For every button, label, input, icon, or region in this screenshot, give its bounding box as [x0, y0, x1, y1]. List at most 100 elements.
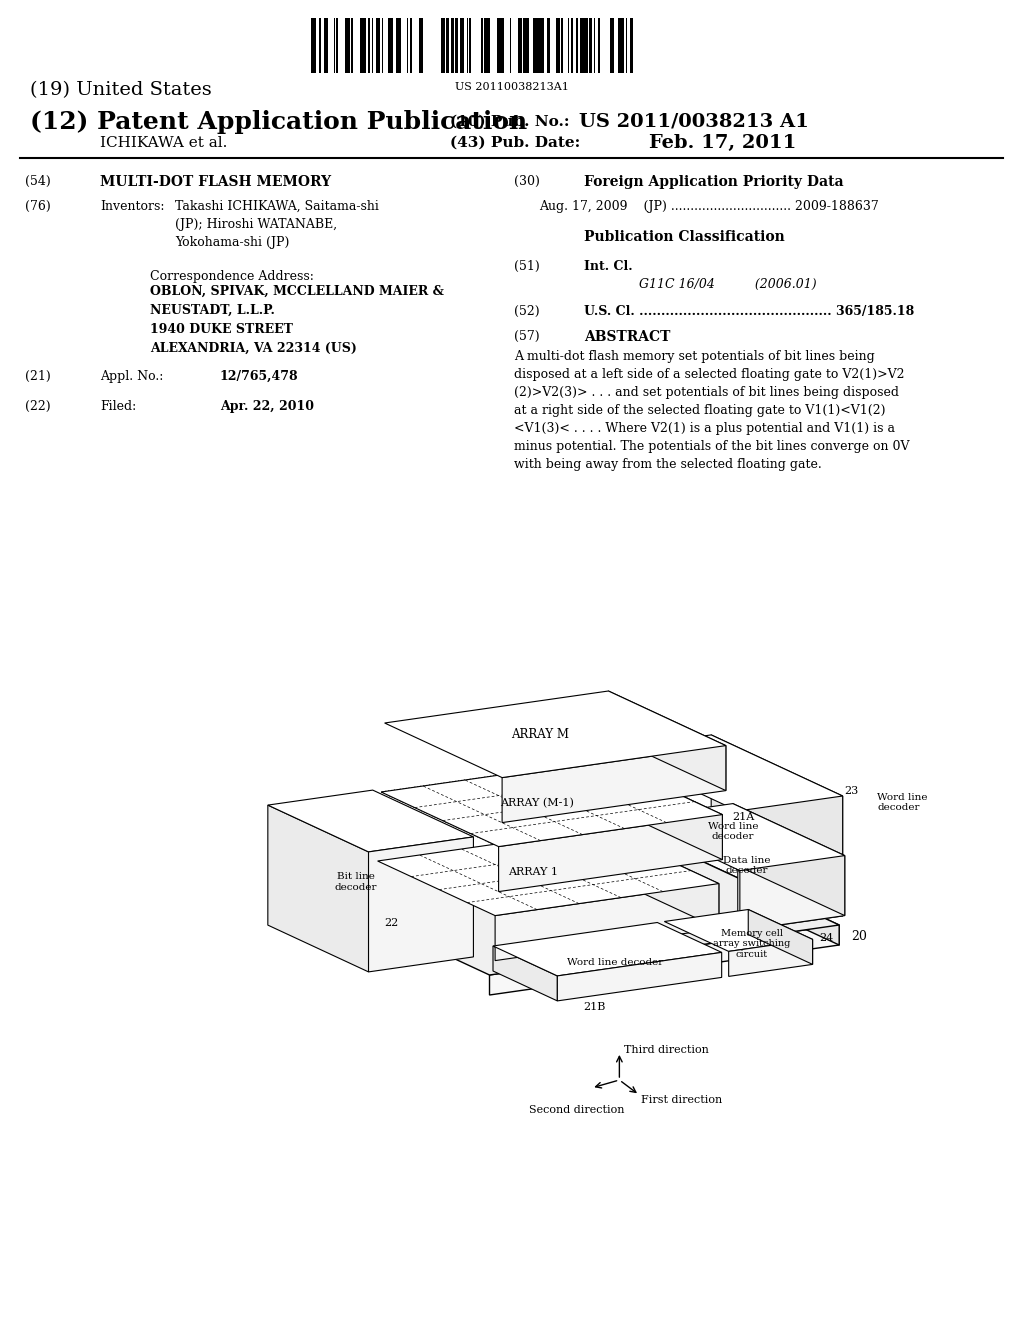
- Bar: [582, 18, 584, 73]
- Text: 24: 24: [819, 933, 834, 944]
- Bar: [557, 18, 560, 73]
- Text: (43) Pub. Date:: (43) Pub. Date:: [450, 136, 580, 150]
- Bar: [398, 18, 400, 73]
- Bar: [631, 18, 634, 73]
- Text: ARRAY 1: ARRAY 1: [508, 867, 558, 878]
- Text: Aug. 17, 2009    (JP) ............................... 2009-188637: Aug. 17, 2009 (JP) .....................…: [540, 201, 880, 213]
- Polygon shape: [729, 940, 813, 977]
- Bar: [390, 18, 392, 73]
- Polygon shape: [606, 735, 843, 810]
- Text: ABSTRACT: ABSTRACT: [585, 330, 671, 345]
- Text: ARRAY M: ARRAY M: [511, 727, 569, 741]
- Polygon shape: [733, 804, 845, 916]
- Polygon shape: [493, 946, 557, 1001]
- Polygon shape: [605, 760, 722, 859]
- Bar: [395, 18, 398, 73]
- Text: First direction: First direction: [641, 1096, 723, 1105]
- Text: Filed:: Filed:: [100, 400, 136, 413]
- Bar: [376, 18, 379, 73]
- Polygon shape: [489, 925, 839, 995]
- Text: Data line
decoder: Data line decoder: [723, 855, 771, 875]
- Bar: [420, 18, 423, 73]
- Text: (52): (52): [514, 305, 540, 318]
- Bar: [486, 18, 489, 73]
- Text: (10) Pub. No.:: (10) Pub. No.:: [450, 115, 569, 129]
- Text: 12/765,478: 12/765,478: [220, 370, 298, 383]
- Bar: [480, 18, 482, 73]
- Bar: [350, 18, 352, 73]
- Text: (51): (51): [514, 260, 541, 273]
- Bar: [313, 18, 315, 73]
- Text: Third direction: Third direction: [625, 1045, 710, 1055]
- Polygon shape: [665, 909, 813, 952]
- Bar: [584, 18, 586, 73]
- Polygon shape: [601, 829, 719, 928]
- Text: (57): (57): [514, 330, 540, 343]
- Text: Word line
decoder: Word line decoder: [708, 822, 758, 841]
- Bar: [622, 18, 625, 73]
- Text: (19) United States: (19) United States: [30, 81, 212, 99]
- Text: Takashi ICHIKAWA, Saitama-shi
(JP); Hiroshi WATANABE,
Yokohama-shi (JP): Takashi ICHIKAWA, Saitama-shi (JP); Hiro…: [175, 201, 379, 249]
- Text: (30): (30): [514, 176, 541, 187]
- Text: 21A: 21A: [732, 812, 755, 821]
- Bar: [519, 18, 521, 73]
- Bar: [535, 18, 538, 73]
- Polygon shape: [749, 909, 813, 965]
- Polygon shape: [628, 804, 845, 871]
- Text: Appl. No.:: Appl. No.:: [100, 370, 163, 383]
- Polygon shape: [385, 690, 726, 777]
- Polygon shape: [369, 837, 473, 972]
- Text: US 20110038213A1: US 20110038213A1: [455, 82, 568, 92]
- Bar: [610, 18, 612, 73]
- Text: (12) Patent Application Publication: (12) Patent Application Publication: [30, 110, 527, 135]
- Polygon shape: [381, 760, 722, 846]
- Text: Foreign Application Priority Data: Foreign Application Priority Data: [585, 176, 844, 189]
- Bar: [460, 18, 462, 73]
- Polygon shape: [712, 735, 843, 916]
- Bar: [359, 18, 362, 73]
- Text: (21): (21): [25, 370, 51, 383]
- Polygon shape: [493, 923, 722, 975]
- Polygon shape: [499, 814, 722, 891]
- Polygon shape: [557, 953, 722, 1001]
- Polygon shape: [495, 883, 719, 961]
- Text: U.S. Cl. ............................................ 365/185.18: U.S. Cl. ...............................…: [585, 305, 914, 318]
- Bar: [324, 18, 326, 73]
- Bar: [618, 18, 622, 73]
- Text: (76): (76): [25, 201, 51, 213]
- Text: (22): (22): [25, 400, 50, 413]
- Text: (54): (54): [25, 176, 51, 187]
- Bar: [446, 18, 449, 73]
- Text: Feb. 17, 2011: Feb. 17, 2011: [649, 135, 797, 152]
- Bar: [462, 18, 464, 73]
- Text: Inventors:: Inventors:: [100, 201, 165, 213]
- Bar: [497, 18, 499, 73]
- Text: A multi-dot flash memory set potentials of bit lines being
disposed at a left si: A multi-dot flash memory set potentials …: [514, 350, 910, 471]
- Bar: [456, 18, 458, 73]
- Text: Word line
decoder: Word line decoder: [877, 793, 928, 812]
- Text: Int. Cl.: Int. Cl.: [585, 260, 633, 273]
- Polygon shape: [643, 834, 839, 945]
- Text: US 2011/0038213 A1: US 2011/0038213 A1: [580, 114, 809, 131]
- Bar: [548, 18, 550, 73]
- Polygon shape: [378, 829, 719, 916]
- Bar: [561, 18, 563, 73]
- Polygon shape: [740, 855, 845, 931]
- Bar: [310, 18, 313, 73]
- Bar: [410, 18, 412, 73]
- Text: Memory cell
array switching
circuit: Memory cell array switching circuit: [713, 929, 791, 958]
- Text: Publication Classification: Publication Classification: [585, 230, 785, 244]
- Text: ICHIKAWA et al.: ICHIKAWA et al.: [100, 136, 227, 150]
- Bar: [612, 18, 614, 73]
- Text: OBLON, SPIVAK, MCCLELLAND MAIER &
NEUSTADT, L.L.P.
1940 DUKE STREET
ALEXANDRIA, : OBLON, SPIVAK, MCCLELLAND MAIER & NEUSTA…: [150, 285, 443, 355]
- Bar: [577, 18, 579, 73]
- Bar: [348, 18, 349, 73]
- Text: Word line decoder: Word line decoder: [567, 958, 664, 968]
- Polygon shape: [502, 746, 726, 822]
- Text: ARRAY (M-1): ARRAY (M-1): [500, 799, 573, 808]
- Polygon shape: [268, 805, 369, 972]
- Bar: [590, 18, 592, 73]
- Bar: [538, 18, 541, 73]
- Text: 22: 22: [384, 919, 398, 928]
- Text: Second direction: Second direction: [529, 1105, 625, 1115]
